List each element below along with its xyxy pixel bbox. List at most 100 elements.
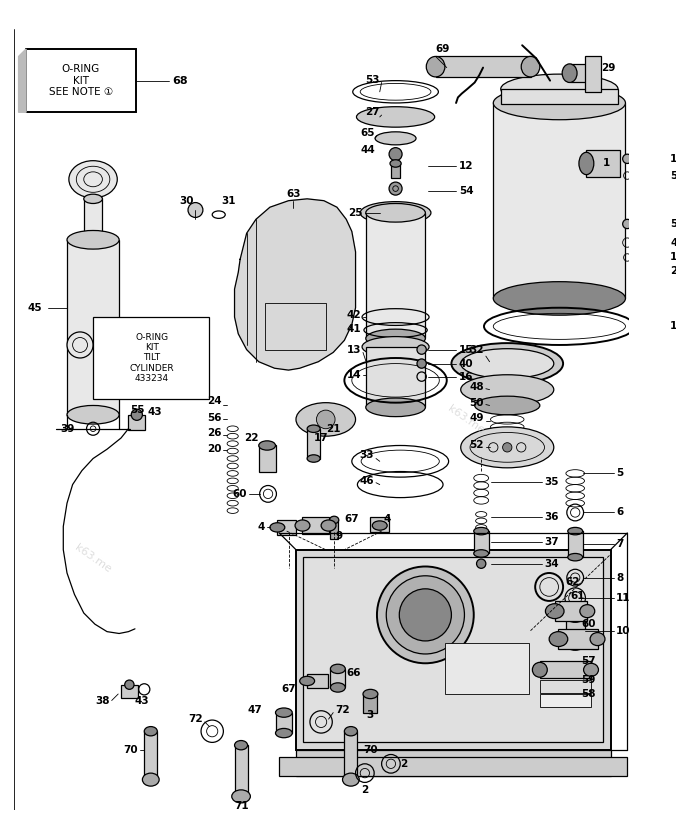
- Bar: [128, 415, 145, 430]
- Ellipse shape: [143, 773, 159, 786]
- Ellipse shape: [360, 202, 431, 224]
- Bar: [445, 643, 529, 694]
- Bar: [474, 531, 489, 554]
- Bar: [540, 694, 591, 707]
- Ellipse shape: [295, 520, 310, 531]
- Ellipse shape: [84, 235, 102, 244]
- Text: 29: 29: [601, 63, 616, 72]
- Circle shape: [623, 219, 632, 228]
- Ellipse shape: [67, 230, 119, 249]
- Circle shape: [417, 359, 427, 368]
- Text: 11: 11: [616, 593, 631, 603]
- Text: 4: 4: [258, 522, 265, 533]
- Text: 12: 12: [670, 154, 676, 164]
- Text: O-RING
KIT
SEE NOTE ①: O-RING KIT SEE NOTE ①: [49, 64, 113, 97]
- Text: 15: 15: [459, 344, 473, 354]
- Bar: [493, 103, 625, 298]
- Bar: [366, 347, 425, 407]
- Text: 62: 62: [565, 577, 579, 587]
- Text: 20: 20: [207, 444, 222, 454]
- Text: 49: 49: [470, 412, 484, 423]
- Text: 55: 55: [130, 405, 145, 415]
- Text: 59: 59: [581, 675, 596, 685]
- Text: 40: 40: [670, 238, 676, 248]
- Text: 14: 14: [347, 370, 361, 380]
- Text: 42: 42: [347, 310, 361, 320]
- Text: 70: 70: [363, 745, 378, 755]
- Ellipse shape: [493, 281, 625, 315]
- Ellipse shape: [566, 639, 585, 650]
- Ellipse shape: [372, 521, 387, 530]
- Text: 60: 60: [232, 489, 247, 499]
- Text: 28: 28: [670, 265, 676, 276]
- Bar: [235, 745, 247, 796]
- Text: 63: 63: [286, 189, 300, 199]
- Bar: [279, 758, 627, 776]
- Ellipse shape: [259, 441, 276, 450]
- Bar: [307, 674, 328, 689]
- Ellipse shape: [461, 427, 554, 468]
- Bar: [366, 213, 425, 339]
- Text: 60: 60: [581, 619, 596, 629]
- Ellipse shape: [583, 664, 598, 676]
- Text: 48: 48: [469, 382, 484, 391]
- Text: 66: 66: [346, 668, 361, 678]
- Bar: [363, 694, 377, 712]
- Ellipse shape: [375, 132, 416, 144]
- Ellipse shape: [580, 605, 595, 617]
- Bar: [302, 517, 329, 534]
- Polygon shape: [235, 199, 356, 370]
- Ellipse shape: [501, 74, 618, 104]
- Bar: [558, 629, 598, 649]
- Text: 9: 9: [335, 531, 342, 541]
- Text: 1: 1: [603, 159, 610, 169]
- Bar: [501, 89, 618, 104]
- Text: 67: 67: [344, 514, 359, 524]
- Text: 31: 31: [222, 196, 236, 206]
- Bar: [586, 150, 620, 177]
- Bar: [370, 517, 389, 532]
- Text: 72: 72: [189, 714, 203, 724]
- Ellipse shape: [549, 632, 568, 647]
- Text: 6: 6: [616, 507, 623, 517]
- Text: 16: 16: [670, 253, 676, 262]
- Text: 12: 12: [459, 161, 473, 171]
- Ellipse shape: [276, 728, 292, 738]
- Text: 16: 16: [459, 371, 473, 381]
- Text: 34: 34: [544, 559, 559, 569]
- Text: 43: 43: [147, 407, 162, 417]
- Bar: [391, 164, 400, 178]
- Ellipse shape: [427, 56, 445, 77]
- Text: 27: 27: [365, 108, 380, 118]
- Ellipse shape: [461, 349, 554, 379]
- Text: 51: 51: [670, 219, 676, 229]
- Ellipse shape: [344, 727, 358, 736]
- Circle shape: [502, 443, 512, 452]
- Ellipse shape: [533, 663, 548, 677]
- Text: 22: 22: [244, 433, 259, 443]
- Ellipse shape: [343, 773, 359, 786]
- Bar: [344, 732, 358, 780]
- Ellipse shape: [321, 520, 336, 531]
- Text: 58: 58: [581, 689, 596, 699]
- Bar: [84, 198, 102, 239]
- Ellipse shape: [366, 329, 425, 348]
- Bar: [585, 56, 601, 92]
- Circle shape: [477, 559, 486, 569]
- Text: 45: 45: [28, 302, 43, 312]
- Text: 2: 2: [400, 759, 408, 769]
- Ellipse shape: [475, 396, 540, 415]
- Bar: [331, 669, 345, 687]
- Circle shape: [389, 148, 402, 160]
- Text: 21: 21: [326, 423, 340, 433]
- Circle shape: [124, 680, 134, 690]
- Text: k63.me: k63.me: [445, 403, 485, 435]
- Ellipse shape: [461, 375, 554, 405]
- Bar: [331, 520, 338, 538]
- Bar: [67, 239, 119, 415]
- Text: k63.me: k63.me: [73, 543, 113, 575]
- Bar: [540, 661, 591, 678]
- Text: 56: 56: [207, 412, 222, 423]
- Circle shape: [131, 409, 143, 420]
- Text: 24: 24: [207, 396, 222, 406]
